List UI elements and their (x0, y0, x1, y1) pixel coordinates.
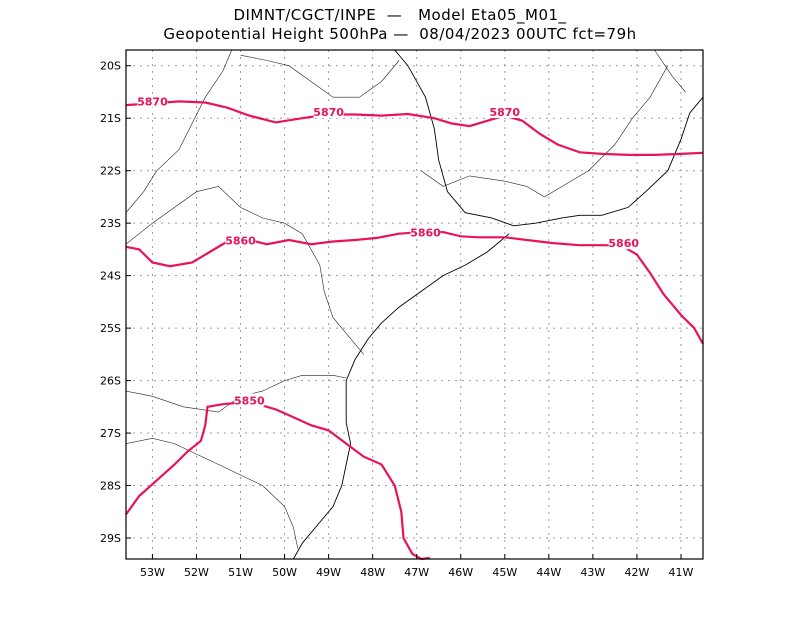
contour-label-bg (313, 104, 344, 118)
coastline-north (394, 49, 704, 227)
lon-tick-label: 46W (448, 566, 473, 579)
contour-label-5870: 5870 (489, 106, 520, 119)
contour-label-bg (489, 104, 520, 118)
contour-label-5870: 5870 (313, 106, 344, 119)
lon-tick-label: 49W (316, 566, 341, 579)
contour-5870 (125, 100, 704, 156)
map-title-line2: Geopotential Height 500hPa — 08/04/2023 … (163, 25, 637, 43)
contour-5850 (125, 401, 431, 561)
lon-tick-label: 53W (140, 566, 165, 579)
lat-tick-label: 28S (100, 480, 121, 493)
lat-tick-label: 25S (100, 322, 121, 335)
contour-label-bg (234, 393, 265, 407)
lat-tick-label: 26S (100, 375, 121, 388)
contour-label-bg (225, 233, 256, 247)
graticule (126, 50, 703, 559)
lat-tick-label: 29S (100, 532, 121, 545)
geographic-features (125, 49, 704, 560)
contour-label-bg (410, 225, 441, 239)
contour-label-5860: 5860 (608, 237, 639, 250)
lat-tick-label: 20S (100, 60, 121, 73)
lon-tick-label: 43W (580, 566, 605, 579)
longitude-axis-labels: 53W 52W 51W 50W 49W 48W 47W 46W 45W 44W 43W 42W 41W (140, 554, 694, 579)
lon-tick-label: 44W (536, 566, 561, 579)
lon-tick-label: 52W (184, 566, 209, 579)
lat-tick-label: 21S (100, 112, 121, 125)
geopotential-contours (125, 100, 704, 561)
map-frame (125, 49, 704, 560)
contour-label-5860: 5860 (410, 227, 441, 240)
state-border (125, 437, 299, 549)
lon-tick-label: 50W (272, 566, 297, 579)
map-title-line1: DIMNT/CGCT/INPE — Model Eta05_M01_ (233, 6, 567, 24)
state-border (420, 65, 669, 198)
contour-label-5860: 5860 (225, 235, 256, 248)
lon-tick-label: 48W (360, 566, 385, 579)
coastline-south (293, 233, 510, 560)
lat-tick-label: 24S (100, 270, 121, 283)
lat-tick-label: 23S (100, 217, 121, 230)
lon-tick-label: 45W (492, 566, 517, 579)
lon-tick-label: 42W (624, 566, 649, 579)
lat-tick-label: 27S (100, 427, 121, 440)
state-border (125, 375, 347, 413)
contour-label-5850: 5850 (234, 395, 265, 408)
contour-label-bg (137, 94, 168, 108)
lon-tick-label: 51W (228, 566, 253, 579)
state-border (125, 186, 365, 355)
lon-tick-label: 47W (404, 566, 429, 579)
contour-label-bg (608, 236, 639, 250)
contour-labels: 5870 5870 5870 5860 5860 5860 5850 (137, 94, 639, 408)
contour-label-5870: 5870 (137, 95, 168, 108)
lat-tick-label: 22S (100, 165, 121, 178)
latitude-axis-labels: 20S 21S 22S 23S 24S 25S 26S 27S 28S 29S (100, 60, 131, 545)
state-border (654, 49, 686, 93)
state-border (240, 54, 400, 98)
lon-tick-label: 41W (669, 566, 694, 579)
state-border (125, 49, 232, 213)
